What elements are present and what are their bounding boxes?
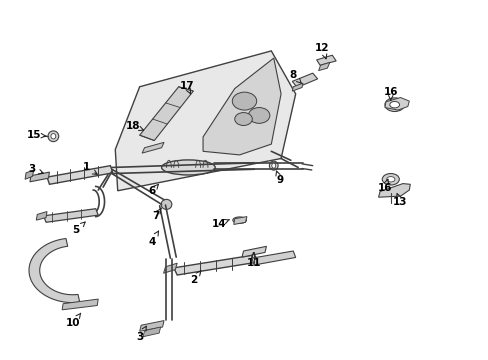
Polygon shape [143,327,160,337]
Polygon shape [140,87,193,140]
Polygon shape [163,263,177,273]
Text: 14: 14 [211,219,229,229]
Polygon shape [36,212,47,220]
Text: 16: 16 [377,179,391,193]
Text: 2: 2 [189,270,201,285]
Text: 15: 15 [26,130,46,140]
Circle shape [232,92,256,110]
Polygon shape [251,251,295,265]
Ellipse shape [386,177,394,182]
Polygon shape [318,62,329,71]
Text: 12: 12 [315,43,329,59]
Polygon shape [30,172,49,182]
Polygon shape [62,299,98,310]
Polygon shape [140,320,163,331]
Text: 1: 1 [82,162,97,174]
Ellipse shape [269,161,278,170]
Polygon shape [242,246,266,257]
Polygon shape [316,55,335,65]
Text: 16: 16 [383,87,397,100]
Text: 13: 13 [392,194,407,207]
Text: 18: 18 [126,121,143,131]
Polygon shape [115,51,295,191]
Text: 6: 6 [148,184,158,197]
Ellipse shape [48,131,59,141]
Polygon shape [292,73,317,87]
Polygon shape [384,98,408,110]
Polygon shape [29,238,80,303]
Ellipse shape [389,102,399,108]
Polygon shape [292,83,303,91]
Polygon shape [47,166,113,184]
Polygon shape [203,58,281,155]
Ellipse shape [161,160,215,175]
Polygon shape [43,209,98,222]
Text: 8: 8 [289,70,301,84]
Polygon shape [233,217,246,225]
Ellipse shape [161,199,171,210]
Text: 9: 9 [275,171,283,185]
Text: 11: 11 [246,252,261,268]
Polygon shape [142,142,163,153]
Ellipse shape [384,98,404,112]
Circle shape [234,113,252,126]
Ellipse shape [51,134,56,139]
Ellipse shape [271,163,275,168]
Polygon shape [378,184,409,197]
Text: 3: 3 [136,326,146,342]
Text: 5: 5 [73,222,85,235]
Circle shape [248,108,269,123]
Polygon shape [173,255,255,275]
Text: 4: 4 [148,231,158,247]
Text: 17: 17 [179,81,194,94]
Polygon shape [25,170,34,179]
Text: 7: 7 [152,208,161,221]
Text: 3: 3 [29,164,43,174]
Text: 10: 10 [65,313,81,328]
Ellipse shape [382,174,399,185]
Ellipse shape [232,217,246,224]
